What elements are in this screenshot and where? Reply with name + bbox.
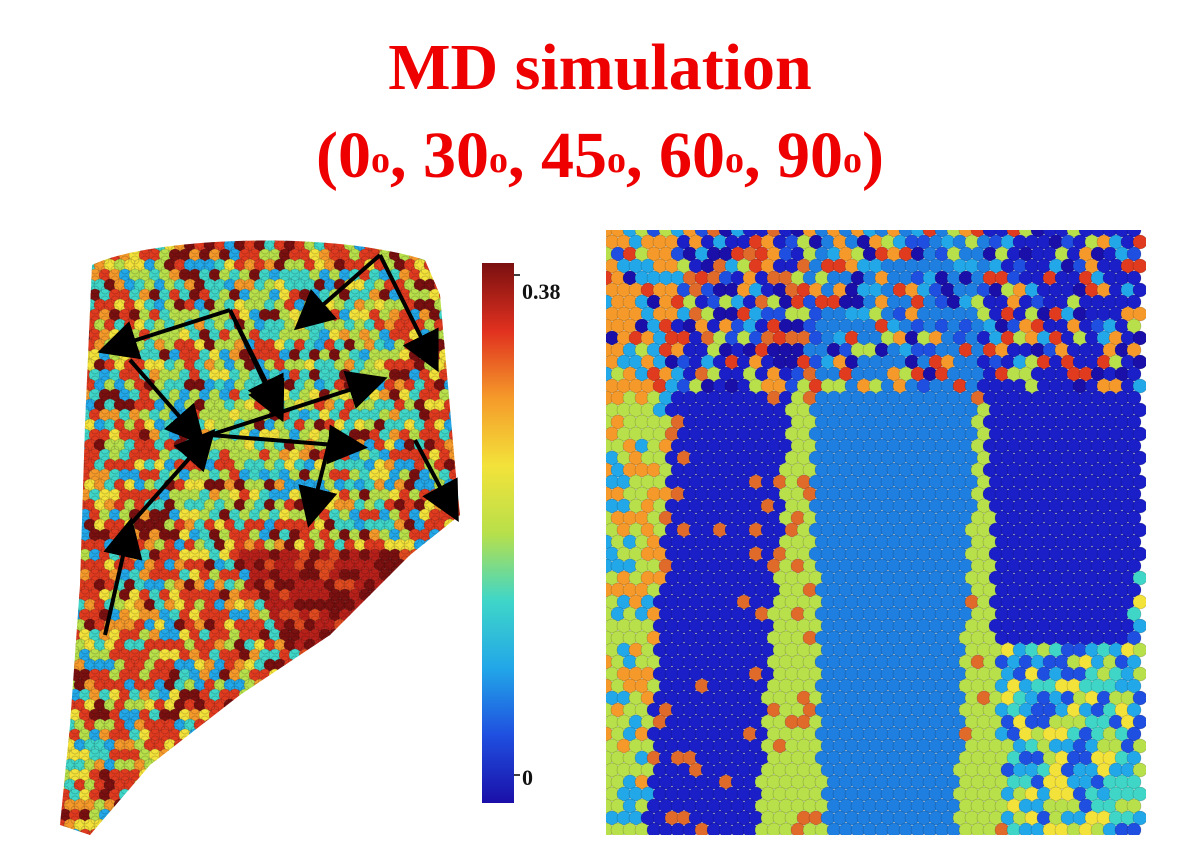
angle-value: 45 bbox=[541, 119, 607, 192]
degree-mark: o bbox=[607, 139, 626, 181]
degree-mark: o bbox=[489, 139, 508, 181]
colorbar-max-label: 0.38 bbox=[522, 279, 561, 304]
slab-particles bbox=[606, 230, 1146, 835]
degree-mark: o bbox=[371, 139, 390, 181]
degree-mark: o bbox=[843, 139, 862, 181]
angle-value: 60 bbox=[659, 119, 725, 192]
colorbar-gradient bbox=[482, 263, 514, 803]
flow-arrows bbox=[97, 253, 459, 636]
angle-value: 0 bbox=[338, 119, 371, 192]
right-particle-slab bbox=[606, 230, 1146, 835]
degree-mark: o bbox=[725, 139, 744, 181]
title-line-1: MD simulation bbox=[388, 31, 812, 104]
colorbar bbox=[482, 263, 520, 803]
pillar-particles bbox=[60, 240, 460, 835]
left-particle-pillar bbox=[60, 240, 460, 835]
angle-value: 30 bbox=[423, 119, 489, 192]
title-line-2: (0o, 30o, 45o, 60o, 90o) bbox=[316, 119, 884, 192]
angle-value: 90 bbox=[777, 119, 843, 192]
colorbar-min-label: 0 bbox=[522, 765, 533, 790]
